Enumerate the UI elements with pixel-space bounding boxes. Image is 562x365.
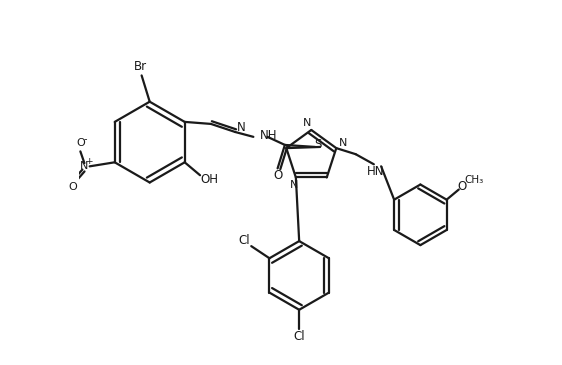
Text: CH₃: CH₃: [464, 175, 484, 185]
Text: O: O: [457, 180, 466, 193]
Text: S: S: [314, 138, 321, 151]
Text: Br: Br: [134, 60, 147, 73]
Text: O: O: [76, 138, 85, 148]
Text: +: +: [85, 157, 93, 166]
Text: Cl: Cl: [293, 330, 305, 343]
Text: N: N: [338, 138, 347, 148]
Text: N: N: [303, 118, 311, 128]
Text: HN: HN: [367, 165, 384, 178]
Text: NH: NH: [260, 129, 278, 142]
Text: -: -: [84, 134, 87, 144]
Text: OH: OH: [200, 173, 218, 186]
Text: N: N: [80, 161, 89, 171]
Text: Cl: Cl: [238, 234, 250, 247]
Text: N: N: [289, 180, 298, 190]
Text: O: O: [69, 181, 78, 192]
Text: O: O: [273, 169, 282, 182]
Text: N: N: [237, 122, 246, 134]
